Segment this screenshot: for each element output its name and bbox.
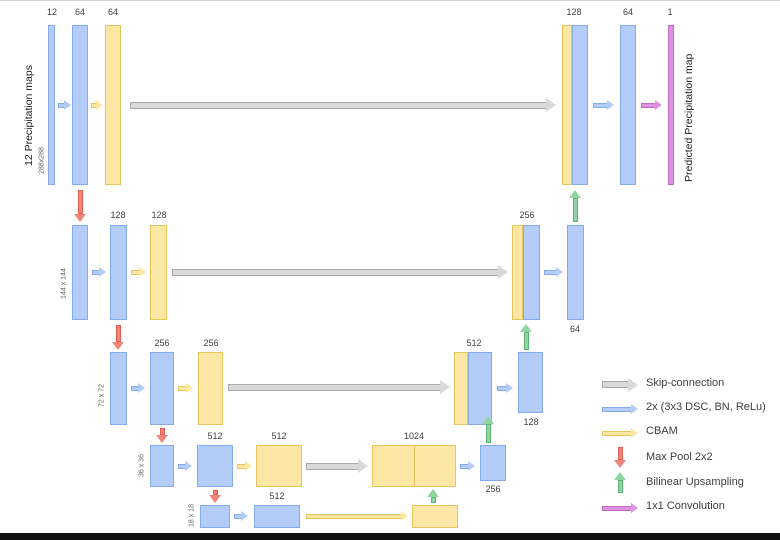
l1-cbam-bar xyxy=(105,25,121,185)
l1-input-bar xyxy=(48,25,55,185)
l1-conv1-channels-label: 64 xyxy=(74,7,85,17)
skip-arrow-4 xyxy=(306,458,368,474)
l3-decoder-bar xyxy=(518,352,543,413)
l1-concat-yellow-bar xyxy=(562,25,572,185)
legend-conv-arrow xyxy=(602,403,638,415)
l1-size-label: 288x288 xyxy=(38,147,46,175)
l3-decoder-conv-arrow xyxy=(497,383,513,393)
maxpool-arrow-4 xyxy=(208,490,222,503)
l4-cbam-arrow xyxy=(237,461,252,471)
l2-conv-arrow xyxy=(92,267,106,277)
l3-cbam-arrow xyxy=(178,383,193,393)
l5-conv1-bar xyxy=(254,505,300,528)
l1-decoder-conv-arrow xyxy=(593,100,614,110)
legend-upsample-arrow xyxy=(613,472,627,493)
l1-decoder-channels-label: 64 xyxy=(622,7,633,17)
upsample-arrow-2 xyxy=(519,324,533,350)
maxpool-arrow-1 xyxy=(73,190,87,222)
upsample-arrow-1 xyxy=(568,190,582,222)
legend-skip-arrow xyxy=(602,377,638,392)
l4-cbam-bar xyxy=(256,445,302,487)
l2-decoder-bar xyxy=(567,225,584,320)
bottleneck-bar xyxy=(372,445,456,487)
output-bar xyxy=(668,25,674,185)
l1-input-channels-label: 12 xyxy=(46,7,57,17)
legend-cbam-label: CBAM xyxy=(646,425,678,437)
l3-concat-yellow-bar xyxy=(454,352,468,425)
l3-decoder-channels-label: 128 xyxy=(523,417,539,427)
bottom-border-bar xyxy=(0,533,780,540)
l4-conv-arrow xyxy=(178,461,192,471)
l2-concat-blue-bar xyxy=(523,225,540,320)
l1-conv-arrow xyxy=(58,100,71,110)
l2-conv1-bar xyxy=(110,225,127,320)
legend-cbam-arrow xyxy=(602,427,638,439)
upsample-arrow-4 xyxy=(426,489,440,503)
l3-conv1-bar xyxy=(150,352,174,425)
l3-concat-blue-bar xyxy=(468,352,492,425)
l1-conv1-bar xyxy=(72,25,88,185)
skip-arrow-3 xyxy=(228,379,450,395)
l5-conv1-channels-label: 512 xyxy=(269,491,285,501)
l4-conv1-channels-label: 512 xyxy=(207,431,223,441)
l5-cbam-bar xyxy=(412,505,458,528)
legend-conv1x1-arrow xyxy=(602,502,638,514)
l2-size-label: 144 x 144 xyxy=(60,268,68,300)
l4-conv1-bar xyxy=(197,445,233,487)
l5-pooled-bar xyxy=(200,505,230,528)
l2-cbam-channels-label: 128 xyxy=(151,210,167,220)
l4-decoder-bar xyxy=(480,445,506,481)
l2-pooled-bar xyxy=(72,225,88,320)
l4-cbam-channels-label: 512 xyxy=(271,431,287,441)
output-channels-label: 1 xyxy=(667,7,673,17)
l2-decoder-conv-arrow xyxy=(544,267,563,277)
conv1x1-arrow xyxy=(641,100,662,110)
maxpool-arrow-2 xyxy=(111,325,125,350)
l5-size-label: 18 x 18 xyxy=(188,504,196,528)
input-title: 12 Precipitation maps xyxy=(23,65,35,166)
bottleneck-channels-label: 1024 xyxy=(403,431,425,441)
l4-pooled-bar xyxy=(150,445,174,487)
l3-conv1-channels-label: 256 xyxy=(154,338,170,348)
legend-maxpool-arrow xyxy=(613,447,627,468)
l1-cbam-channels-label: 64 xyxy=(107,7,118,17)
l3-concat-channels-label: 512 xyxy=(466,338,482,348)
l1-decoder-bar xyxy=(620,25,636,185)
maxpool-arrow-3 xyxy=(155,428,169,443)
l3-cbam-channels-label: 256 xyxy=(203,338,219,348)
l4-decoder-conv-arrow xyxy=(460,461,475,471)
l5-cbam-arrow xyxy=(306,511,408,521)
l2-cbam-bar xyxy=(150,225,167,320)
l3-cbam-bar xyxy=(198,352,223,425)
l2-decoder-channels-label: 64 xyxy=(569,324,580,334)
l1-concat-blue-bar xyxy=(572,25,588,185)
upsample-arrow-3 xyxy=(481,416,495,443)
l2-conv1-channels-label: 128 xyxy=(110,210,126,220)
l2-concat-channels-label: 256 xyxy=(519,210,535,220)
l3-pooled-bar xyxy=(110,352,127,425)
l1-concat-channels-label: 128 xyxy=(566,7,582,17)
legend-skip-label: Skip-connection xyxy=(646,377,725,389)
top-border-line xyxy=(0,0,780,1)
legend-conv1x1-label: 1x1 Convolution xyxy=(646,500,725,512)
legend-maxpool-label: Max Pool 2x2 xyxy=(646,451,713,463)
legend-conv-label: 2x (3x3 DSC, BN, ReLu) xyxy=(646,401,766,413)
legend-upsample-label: Bilinear Upsampling xyxy=(646,476,744,488)
bottleneck-divider xyxy=(414,446,415,486)
skip-arrow-2 xyxy=(172,264,508,280)
l1-cbam-arrow xyxy=(91,100,103,110)
l4-size-label: 36 x 36 xyxy=(138,454,146,478)
l2-concat-yellow-bar xyxy=(512,225,523,320)
output-title: Predicted Precipitation map xyxy=(683,53,695,183)
l4-decoder-channels-label: 256 xyxy=(485,484,501,494)
l2-cbam-arrow xyxy=(131,267,146,277)
l5-conv-arrow xyxy=(234,511,248,521)
skip-arrow-1 xyxy=(130,97,556,113)
l3-conv-arrow xyxy=(131,383,145,393)
l3-size-label: 72 x 72 xyxy=(98,384,106,408)
